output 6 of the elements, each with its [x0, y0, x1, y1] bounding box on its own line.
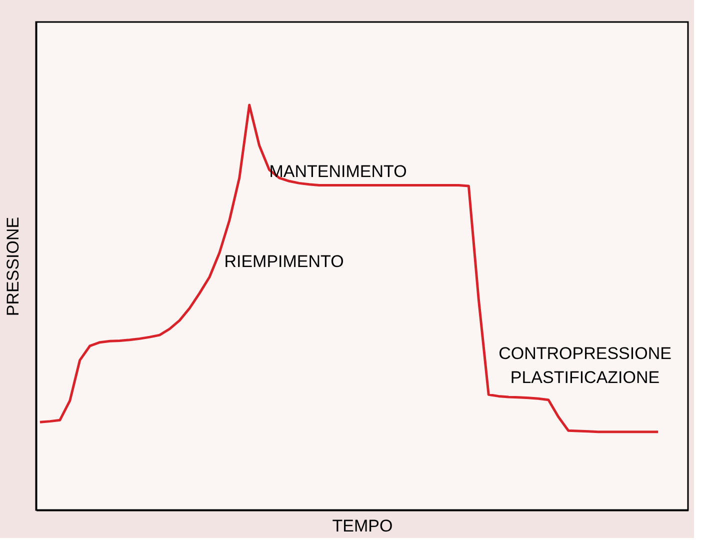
annotation: CONTROPRESSIONE: [498, 344, 672, 363]
y-axis-title: PRESSIONE: [4, 216, 22, 316]
annotation: PLASTIFICAZIONE: [510, 368, 660, 387]
x-axis-title: TEMPO: [332, 516, 393, 536]
annotation: MANTENIMENTO: [269, 162, 407, 181]
annotation: RIEMPIMENTO: [224, 252, 344, 271]
